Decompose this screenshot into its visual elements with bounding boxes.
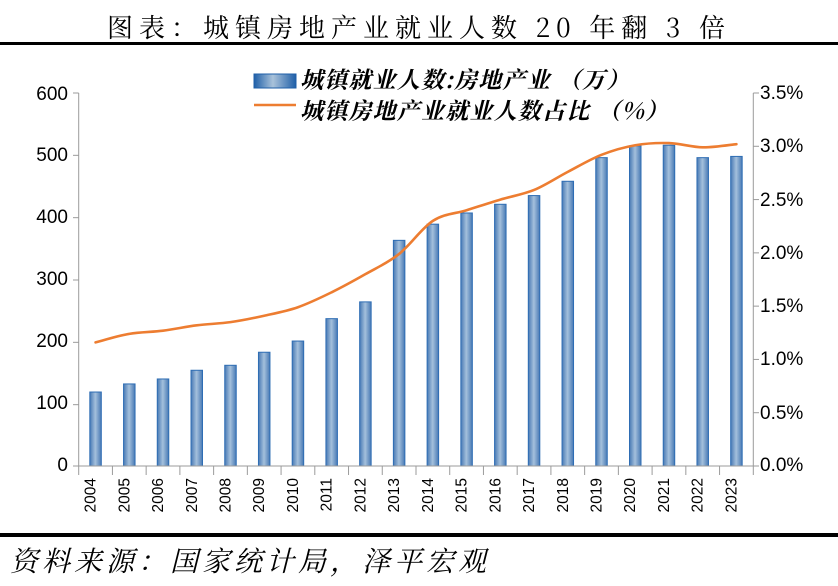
svg-text:2010: 2010: [285, 478, 302, 513]
svg-text:2006: 2006: [150, 478, 167, 512]
svg-text:1.0%: 1.0%: [760, 349, 803, 370]
svg-text:2005: 2005: [116, 478, 133, 512]
svg-text:300: 300: [36, 269, 68, 290]
svg-text:2017: 2017: [521, 478, 538, 512]
svg-text:2022: 2022: [690, 478, 707, 512]
svg-text:600: 600: [36, 84, 68, 105]
svg-text:2007: 2007: [184, 478, 201, 512]
svg-text:2008: 2008: [218, 478, 235, 512]
svg-text:0: 0: [57, 455, 68, 476]
svg-text:2016: 2016: [487, 478, 504, 512]
svg-text:城镇房地产业就业人数占比 （%）: 城镇房地产业就业人数占比 （%）: [300, 93, 669, 126]
svg-text:2.5%: 2.5%: [760, 190, 803, 211]
svg-text:2023: 2023: [723, 478, 740, 512]
svg-text:100: 100: [36, 393, 68, 414]
svg-text:2019: 2019: [589, 478, 606, 512]
svg-text:2004: 2004: [83, 478, 100, 513]
svg-text:2015: 2015: [454, 478, 471, 512]
svg-text:0.0%: 0.0%: [760, 455, 803, 476]
svg-text:2011: 2011: [319, 478, 336, 511]
svg-text:2012: 2012: [352, 478, 369, 512]
svg-text:2013: 2013: [386, 478, 403, 512]
svg-text:200: 200: [36, 331, 68, 352]
svg-text:2.0%: 2.0%: [760, 243, 803, 264]
svg-text:城镇就业人数:房地产业 （万）: 城镇就业人数:房地产业 （万）: [300, 62, 630, 95]
svg-text:2021: 2021: [656, 478, 673, 512]
svg-text:3.0%: 3.0%: [760, 136, 803, 157]
svg-text:400: 400: [36, 207, 68, 228]
svg-text:500: 500: [36, 145, 68, 166]
svg-text:3.5%: 3.5%: [760, 83, 803, 104]
svg-text:2018: 2018: [555, 478, 572, 512]
svg-text:1.5%: 1.5%: [760, 296, 803, 317]
svg-text:0.5%: 0.5%: [760, 403, 803, 424]
svg-text:2014: 2014: [420, 478, 437, 513]
svg-text:2020: 2020: [622, 478, 639, 513]
svg-text:2009: 2009: [251, 478, 268, 512]
